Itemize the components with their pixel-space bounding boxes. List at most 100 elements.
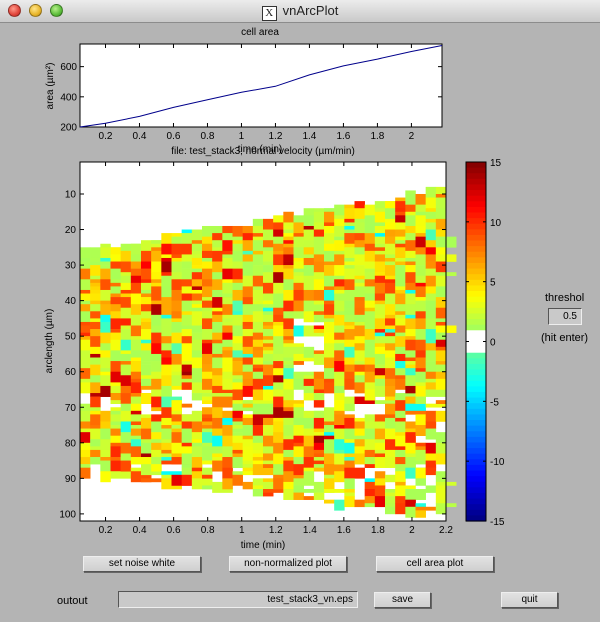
- heatmap-cell: [334, 449, 345, 454]
- heatmap-cell: [354, 297, 365, 301]
- threshold-input[interactable]: [548, 308, 582, 325]
- heatmap-cell: [191, 410, 203, 422]
- heatmap-cell: [242, 286, 254, 298]
- heatmap-cell: [303, 289, 315, 301]
- heatmap-cell: [263, 346, 274, 351]
- heatmap-cell: [242, 471, 254, 476]
- heatmap-cell: [364, 503, 376, 508]
- heatmap-cell: [313, 464, 325, 468]
- heatmap-cell: [344, 403, 355, 412]
- heatmap-cell: [385, 496, 396, 504]
- heatmap-cell: [273, 314, 284, 323]
- heatmap-cell: [161, 261, 172, 273]
- heatmap-cell: [181, 325, 193, 330]
- minimize-window-button[interactable]: [29, 4, 42, 17]
- heatmap-cell: [313, 393, 325, 401]
- heatmap-cell: [425, 343, 437, 351]
- heatmap-cell: [80, 289, 91, 294]
- heatmap-cell: [385, 243, 396, 255]
- heatmap-ylabel: arclength (µm): [44, 309, 55, 374]
- heatmap-cell: [344, 279, 355, 291]
- heatmap-cell: [354, 421, 365, 429]
- colorbar-band: [466, 240, 486, 247]
- heatmap-cell: [334, 428, 345, 440]
- heatmap-cell: [364, 268, 376, 273]
- heatmap-cell: [161, 357, 172, 365]
- heatmap-cell: [110, 350, 121, 362]
- heatmap-cell: [191, 268, 203, 273]
- heatmap-cell: [110, 400, 121, 404]
- heatmap-cell: [303, 257, 315, 266]
- heatmap-cell: [344, 325, 355, 330]
- heatmap-cell: [252, 442, 264, 451]
- heatmap-cell: [364, 243, 376, 252]
- heatmap-cell: [181, 378, 193, 383]
- heatmap-cell: [242, 417, 254, 426]
- heatmap-cell: [90, 446, 101, 451]
- heatmap-cell: [100, 350, 111, 358]
- heatmap-cell: [293, 425, 304, 436]
- heatmap-cell: [120, 353, 132, 362]
- colorbar-band: [466, 218, 486, 225]
- heatmap-cell: [273, 361, 284, 369]
- heatmap-cell: [120, 421, 132, 433]
- colorbar-tick-label: 10: [490, 218, 502, 229]
- heatmap-cell: [90, 346, 101, 355]
- zoom-window-button[interactable]: [50, 4, 63, 17]
- heatmap-cell: [130, 336, 142, 341]
- set-noise-white-button[interactable]: set noise white: [83, 556, 201, 572]
- output-file-input[interactable]: [118, 591, 358, 608]
- heatmap-cell: [263, 375, 274, 387]
- heatmap-cell: [334, 400, 345, 412]
- heatmap-cell: [293, 361, 304, 365]
- heatmap-cell: [334, 250, 345, 255]
- heatmap-cell: [364, 439, 376, 451]
- heatmap-cell: [395, 378, 406, 390]
- x-tick-label: 1.2: [268, 131, 282, 142]
- heatmap-cell: [415, 357, 426, 369]
- heatmap-cell: [385, 325, 396, 330]
- heatmap-cell: [242, 225, 254, 234]
- heatmap-cell: [263, 325, 274, 330]
- heatmap-cell: [283, 449, 294, 458]
- heatmap-cell: [212, 240, 223, 248]
- colorbar-band: [466, 448, 486, 455]
- heatmap-cell: [232, 250, 243, 262]
- heatmap-cell: [273, 272, 284, 284]
- close-window-button[interactable]: [8, 4, 21, 17]
- heatmap-cell: [385, 275, 396, 280]
- heatmap-cell: [324, 286, 335, 291]
- heatmap-cell: [364, 215, 376, 227]
- heatmap-cell: [263, 492, 274, 497]
- quit-button[interactable]: quit: [501, 592, 558, 608]
- heatmap-cell: [181, 364, 193, 373]
- heatmap-cell: [100, 321, 111, 333]
- heatmap-cell: [354, 275, 365, 280]
- heatmap-cell: [344, 460, 355, 468]
- heatmap-cell: [405, 204, 416, 213]
- heatmap-cell: [385, 489, 396, 493]
- heatmap-cell: [425, 403, 447, 408]
- heatmap-cell: [313, 261, 325, 273]
- heatmap-cell: [232, 449, 243, 454]
- heatmap-cell: [415, 425, 426, 436]
- heatmap-cell: [334, 371, 345, 376]
- heatmap-cell: [435, 453, 447, 465]
- heatmap-cell: [90, 257, 101, 262]
- save-button[interactable]: save: [374, 592, 431, 608]
- heatmap-cell: [344, 257, 355, 262]
- heatmap-cell: [273, 432, 284, 444]
- heatmap-cell: [202, 414, 213, 419]
- heatmap-cell: [405, 453, 416, 458]
- heatmap-cell: [425, 361, 437, 373]
- heatmap-cell: [202, 257, 213, 262]
- cell-area-plot-button[interactable]: cell area plot: [376, 556, 494, 572]
- heatmap-cell: [130, 357, 142, 362]
- non-normalized-plot-button[interactable]: non-normalized plot: [229, 556, 347, 572]
- heatmap-cell: [242, 250, 254, 255]
- heatmap-cell: [334, 279, 345, 287]
- heatmap-cell: [303, 208, 315, 216]
- heatmap-cell: [405, 364, 416, 369]
- cell-area-title: cell area: [241, 27, 279, 38]
- heatmap-cell: [293, 272, 304, 277]
